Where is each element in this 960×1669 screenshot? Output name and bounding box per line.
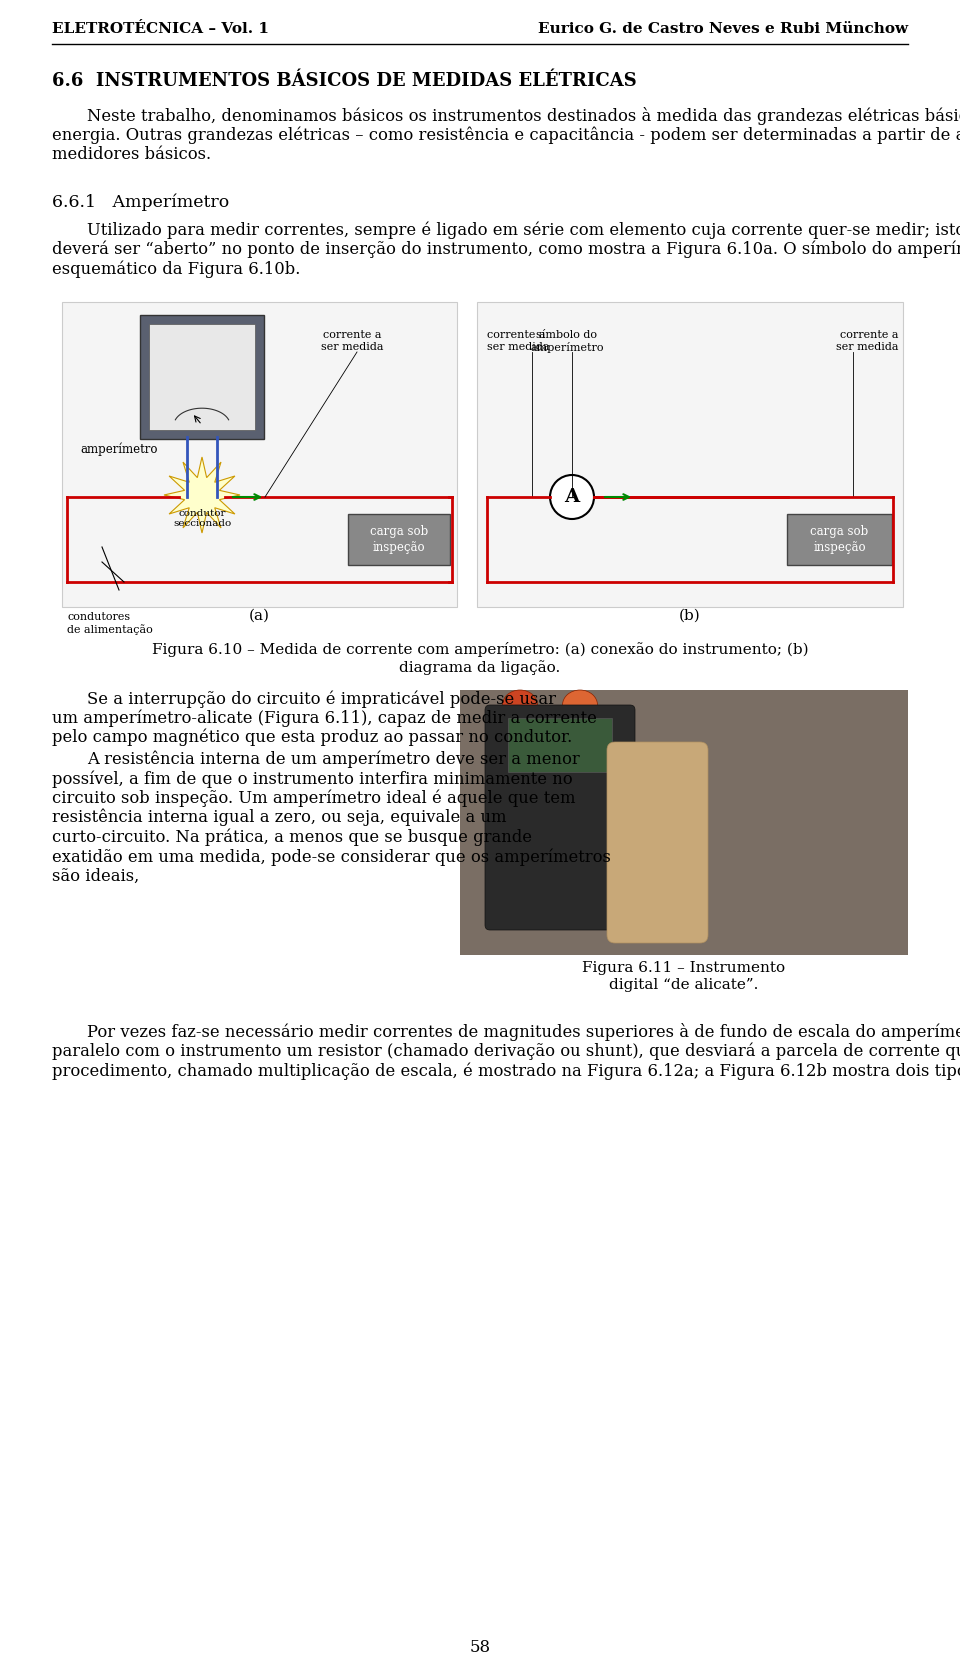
Text: amperímetro: amperímetro — [80, 442, 157, 456]
Text: paralelo com o instrumento um resistor (chamado derivação ou shunt), que desviar: paralelo com o instrumento um resistor (… — [52, 1043, 960, 1060]
FancyBboxPatch shape — [348, 514, 450, 566]
Text: A: A — [564, 487, 580, 506]
Text: (b): (b) — [679, 609, 701, 623]
Text: Por vezes faz-se necessário medir correntes de magnitudes superiores à de fundo : Por vezes faz-se necessário medir corren… — [87, 1023, 960, 1041]
Text: diagrama da ligação.: diagrama da ligação. — [399, 659, 561, 674]
Text: corrente a
ser medida: corrente a ser medida — [321, 330, 383, 352]
Text: Se a interrupção do circuito é impraticável pode-se usar: Se a interrupção do circuito é impraticá… — [87, 689, 556, 708]
Text: curto-circuito. Na prática, a menos que se busque grande: curto-circuito. Na prática, a menos que … — [52, 828, 532, 846]
FancyBboxPatch shape — [787, 514, 892, 566]
Text: Eurico G. de Castro Neves e Rubi Münchow: Eurico G. de Castro Neves e Rubi Münchow — [538, 22, 908, 37]
Text: um amperímetro-alicate (Figura 6.11), capaz de medir a corrente: um amperímetro-alicate (Figura 6.11), ca… — [52, 709, 597, 728]
Bar — [477, 302, 903, 608]
Text: (a): (a) — [249, 609, 270, 623]
Text: ELETROTÉCNICA – Vol. 1: ELETROTÉCNICA – Vol. 1 — [52, 22, 269, 37]
Text: 58: 58 — [469, 1639, 491, 1656]
Text: carga sob
inspeção: carga sob inspeção — [370, 526, 428, 554]
Text: circuito sob inspeção. Um amperímetro ideal é aquele que tem: circuito sob inspeção. Um amperímetro id… — [52, 789, 575, 808]
Text: Figura 6.10 – Medida de corrente com amperímetro: (a) conexão do instrumento; (b: Figura 6.10 – Medida de corrente com amp… — [152, 643, 808, 658]
Text: são ideais,: são ideais, — [52, 868, 139, 885]
Text: Figura 6.11 – Instrumento: Figura 6.11 – Instrumento — [583, 961, 785, 975]
Ellipse shape — [502, 689, 538, 719]
Text: carga sob
inspeção: carga sob inspeção — [810, 526, 869, 554]
Bar — [460, 689, 908, 955]
Text: pelo campo magnético que esta produz ao passar no condutor.: pelo campo magnético que esta produz ao … — [52, 729, 572, 746]
Text: digital “de alicate”.: digital “de alicate”. — [610, 978, 758, 991]
FancyBboxPatch shape — [607, 743, 708, 943]
Text: resistência interna igual a zero, ou seja, equivale a um: resistência interna igual a zero, ou sej… — [52, 809, 507, 826]
Polygon shape — [164, 457, 240, 532]
Text: A resistência interna de um amperímetro deve ser a menor: A resistência interna de um amperímetro … — [87, 751, 580, 768]
Text: corrente a
ser medida: corrente a ser medida — [487, 330, 549, 352]
Text: exatidão em uma medida, pode-se considerar que os amperímetros: exatidão em uma medida, pode-se consider… — [52, 848, 611, 866]
Text: medidores básicos.: medidores básicos. — [52, 145, 211, 164]
Text: 6.6  INSTRUMENTOS BÁSICOS DE MEDIDAS ELÉTRICAS: 6.6 INSTRUMENTOS BÁSICOS DE MEDIDAS ELÉT… — [52, 72, 636, 90]
FancyBboxPatch shape — [485, 704, 635, 930]
Text: esquemático da Figura 6.10b.: esquemático da Figura 6.10b. — [52, 260, 300, 279]
FancyBboxPatch shape — [508, 718, 612, 773]
Text: símbolo do
amperímetro: símbolo do amperímetro — [530, 330, 604, 352]
Text: procedimento, chamado multiplicação de escala, é mostrado na Figura 6.12a; a Fig: procedimento, chamado multiplicação de e… — [52, 1061, 960, 1080]
Text: Utilizado para medir correntes, sempre é ligado em série com elemento cuja corre: Utilizado para medir correntes, sempre é… — [87, 222, 960, 239]
Text: possível, a fim de que o instrumento interfira minimamente no: possível, a fim de que o instrumento int… — [52, 769, 572, 788]
FancyBboxPatch shape — [149, 324, 255, 431]
Text: energia. Outras grandezas elétricas – como resistência e capacitância - podem se: energia. Outras grandezas elétricas – co… — [52, 127, 960, 144]
Ellipse shape — [563, 689, 597, 719]
Text: condutor
seccionado: condutor seccionado — [173, 509, 231, 529]
Bar — [62, 302, 457, 608]
Text: deverá ser “aberto” no ponto de inserção do instrumento, como mostra a Figura 6.: deverá ser “aberto” no ponto de inserção… — [52, 240, 960, 259]
Text: Neste trabalho, denominamos básicos os instrumentos destinados à medida das gran: Neste trabalho, denominamos básicos os i… — [87, 107, 960, 125]
Circle shape — [550, 476, 594, 519]
FancyBboxPatch shape — [140, 315, 264, 439]
Text: corrente a
ser medida: corrente a ser medida — [835, 330, 898, 352]
Text: condutores
de alimentação: condutores de alimentação — [67, 613, 153, 634]
Text: 6.6.1   Amperímetro: 6.6.1 Amperímetro — [52, 194, 229, 210]
